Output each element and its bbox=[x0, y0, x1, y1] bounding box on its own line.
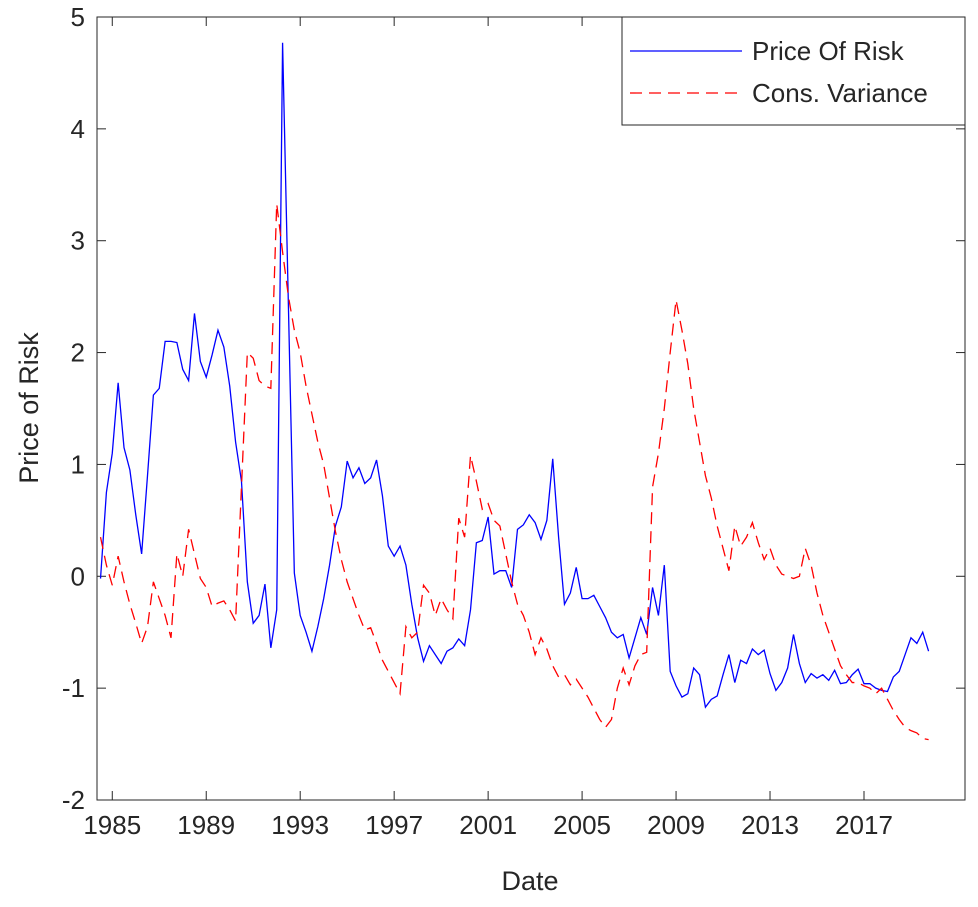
x-tick-label: 2009 bbox=[647, 810, 705, 840]
x-tick-label: 2013 bbox=[741, 810, 799, 840]
x-tick-label: 1997 bbox=[365, 810, 423, 840]
x-tick-label: 2001 bbox=[459, 810, 517, 840]
y-tick-label: 5 bbox=[71, 2, 85, 32]
y-tick-label: 0 bbox=[71, 561, 85, 591]
x-tick-label: 1993 bbox=[271, 810, 329, 840]
legend-label: Cons. Variance bbox=[752, 78, 928, 108]
x-tick-label: 1985 bbox=[83, 810, 141, 840]
line-series bbox=[99, 203, 929, 741]
legend-label: Price Of Risk bbox=[752, 36, 905, 66]
y-axis-label: Price of Risk bbox=[14, 332, 44, 484]
x-tick-label: 1989 bbox=[177, 810, 235, 840]
legend: Price Of Risk Cons. Variance bbox=[621, 16, 966, 126]
y-tick-label: -1 bbox=[62, 673, 85, 703]
y-tick-label: 4 bbox=[71, 114, 85, 144]
y-tick-label: 1 bbox=[71, 449, 85, 479]
x-axis-label: Date bbox=[501, 866, 558, 896]
legend-box bbox=[621, 16, 966, 126]
line-series bbox=[99, 42, 930, 709]
plot-frame bbox=[96, 16, 966, 801]
x-tick-label: 2017 bbox=[835, 810, 893, 840]
x-tick-label: 2005 bbox=[553, 810, 611, 840]
y-tick-label: 3 bbox=[71, 226, 85, 256]
y-tick-label: 2 bbox=[71, 338, 85, 368]
y-tick-label: -2 bbox=[62, 785, 85, 815]
